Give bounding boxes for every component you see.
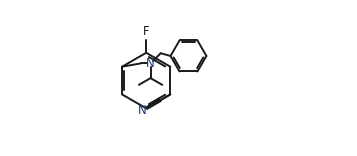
Text: N: N [138, 104, 147, 117]
Text: N: N [146, 57, 155, 70]
Text: F: F [143, 25, 150, 38]
